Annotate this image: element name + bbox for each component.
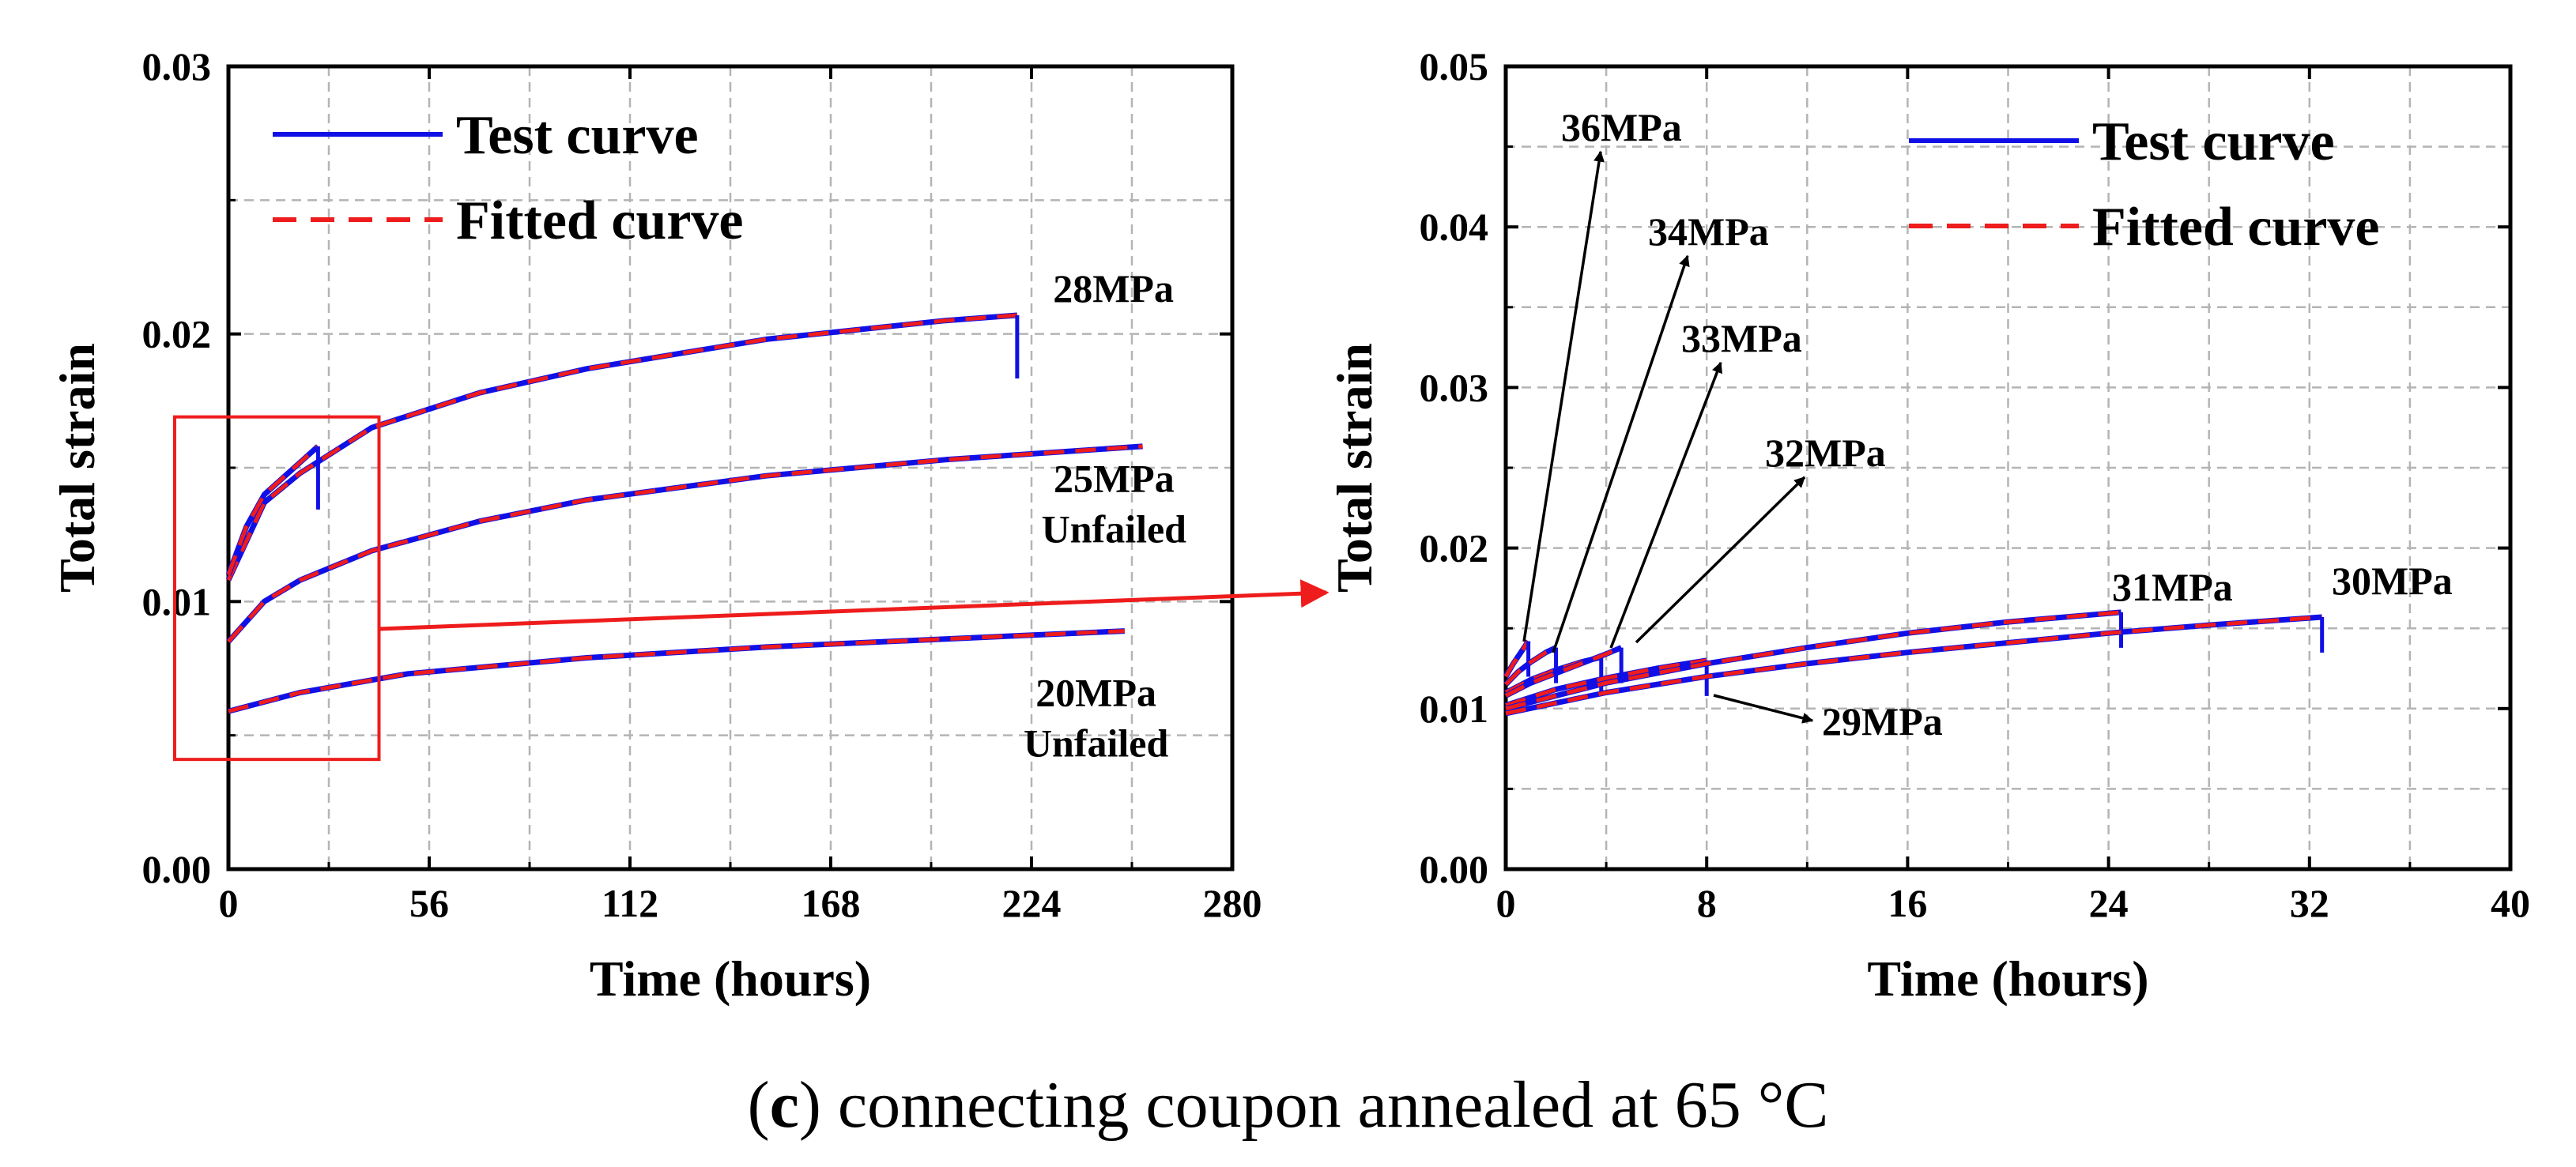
zoom-box <box>172 415 381 762</box>
x-axis-title: Time (hours) <box>1867 951 2148 1007</box>
fitted-curve-28MPa <box>226 313 1018 582</box>
annotation-20mpa: 20MPa <box>1035 670 1156 714</box>
test-curve-28MPa <box>225 312 1018 582</box>
y-tick-label: 0.02 <box>1420 526 1489 570</box>
legend: Test curve Fitted curve <box>273 105 743 251</box>
x-tick-label: 40 <box>2491 881 2530 925</box>
annotation-20mpa-status: Unfailed <box>1024 721 1169 765</box>
fitted-curve-25MPa <box>227 444 1143 643</box>
fitted-curve-29MPa <box>1505 658 1707 708</box>
y-tick-label: 0.04 <box>1420 205 1489 249</box>
annotation-25mpa-status: Unfailed <box>1042 506 1187 551</box>
caption-tag: c <box>769 1068 799 1142</box>
fitted-curve-36MPa <box>1503 640 1530 678</box>
x-tick-label: 224 <box>1002 881 1062 925</box>
y-tick-label: 0.00 <box>142 847 212 891</box>
x-tick-label: 32 <box>2290 881 2329 925</box>
figure-caption: (c) connecting coupon annealed at 65 °C <box>747 1068 1829 1142</box>
annotation-34mpa: 34MPa <box>1648 209 1769 254</box>
fitted-curve-33MPa <box>1504 655 1602 695</box>
x-tick-label: 280 <box>1203 881 1262 925</box>
test-curve-25MPa <box>226 443 1143 644</box>
x-tick-label: 8 <box>1697 881 1717 925</box>
annotation-arrow-32mpa <box>1635 476 1806 644</box>
fitted-curve-32MPa <box>1504 646 1623 698</box>
annotation-25mpa: 25MPa <box>1054 456 1175 500</box>
annotation-36mpa: 36MPa <box>1561 105 1682 149</box>
annotation-31mpa: 31MPa <box>2112 565 2233 609</box>
y-axis-title: Total strain <box>49 343 105 593</box>
annotation-29mpa: 29MPa <box>1822 699 1943 743</box>
fitted-curve-31MPa <box>1505 610 2122 711</box>
y-tick-label: 0.03 <box>142 44 212 88</box>
fitted-curve-30MPa <box>1505 615 2322 716</box>
x-tick-label: 112 <box>602 881 658 925</box>
x-tick-label: 0 <box>1496 881 1516 925</box>
y-tick-label: 0.02 <box>142 312 212 356</box>
x-tick-label: 24 <box>2089 881 2129 925</box>
legend-fitted-label: Fitted curve <box>456 190 743 251</box>
annotation-arrow-33mpa <box>1609 361 1723 649</box>
legend-test-label: Test curve <box>2092 111 2335 172</box>
annotation-arrow-34mpa <box>1552 254 1690 653</box>
annotation-28mpa: 28MPa <box>1053 266 1174 311</box>
annotation-30mpa: 30MPa <box>2332 559 2453 603</box>
legend-fitted-label: Fitted curve <box>2092 197 2379 258</box>
annotation-32mpa: 32MPa <box>1765 431 1886 475</box>
left-chart: 0 56 112 168 224 280 0.00 0.01 0.02 0.03 Time (hou… <box>49 44 1262 1007</box>
x-tick-label: 168 <box>801 881 861 925</box>
caption-text: connecting coupon annealed at 65 °C <box>837 1068 1829 1142</box>
y-tick-label: 0.03 <box>1420 365 1489 409</box>
legend: Test curve Fitted curve <box>1909 111 2379 258</box>
fitted-curve-34MPa <box>1504 646 1557 687</box>
y-tick-label: 0.01 <box>1420 687 1489 731</box>
right-chart: 0 8 16 24 32 40 0.00 0.01 0.02 0.03 0.04 0.05 Time (… <box>1326 44 2530 1007</box>
y-axis-title: Total strain <box>1326 343 1382 593</box>
legend-test-label: Test curve <box>456 105 699 166</box>
annotation-33mpa: 33MPa <box>1681 316 1802 360</box>
zoom-connector <box>379 579 1329 631</box>
y-tick-label: 0.00 <box>1420 847 1489 891</box>
fitted-curve-29MPa–36MPa (failed, see zoom) <box>226 445 320 576</box>
x-tick-label: 56 <box>409 881 449 925</box>
annotation-arrow-29mpa <box>1713 694 1814 724</box>
x-tick-label: 0 <box>219 881 239 925</box>
y-tick-label: 0.01 <box>142 579 212 623</box>
x-axis-title: Time (hours) <box>590 951 871 1007</box>
test-curve-20MPa <box>228 628 1126 714</box>
zoom-arrow <box>379 579 1329 631</box>
y-tick-label: 0.05 <box>1420 44 1489 88</box>
x-tick-label: 16 <box>1888 881 1927 925</box>
annotation-arrow-36mpa <box>1522 150 1605 642</box>
fitted-curve-20MPa <box>228 629 1126 713</box>
